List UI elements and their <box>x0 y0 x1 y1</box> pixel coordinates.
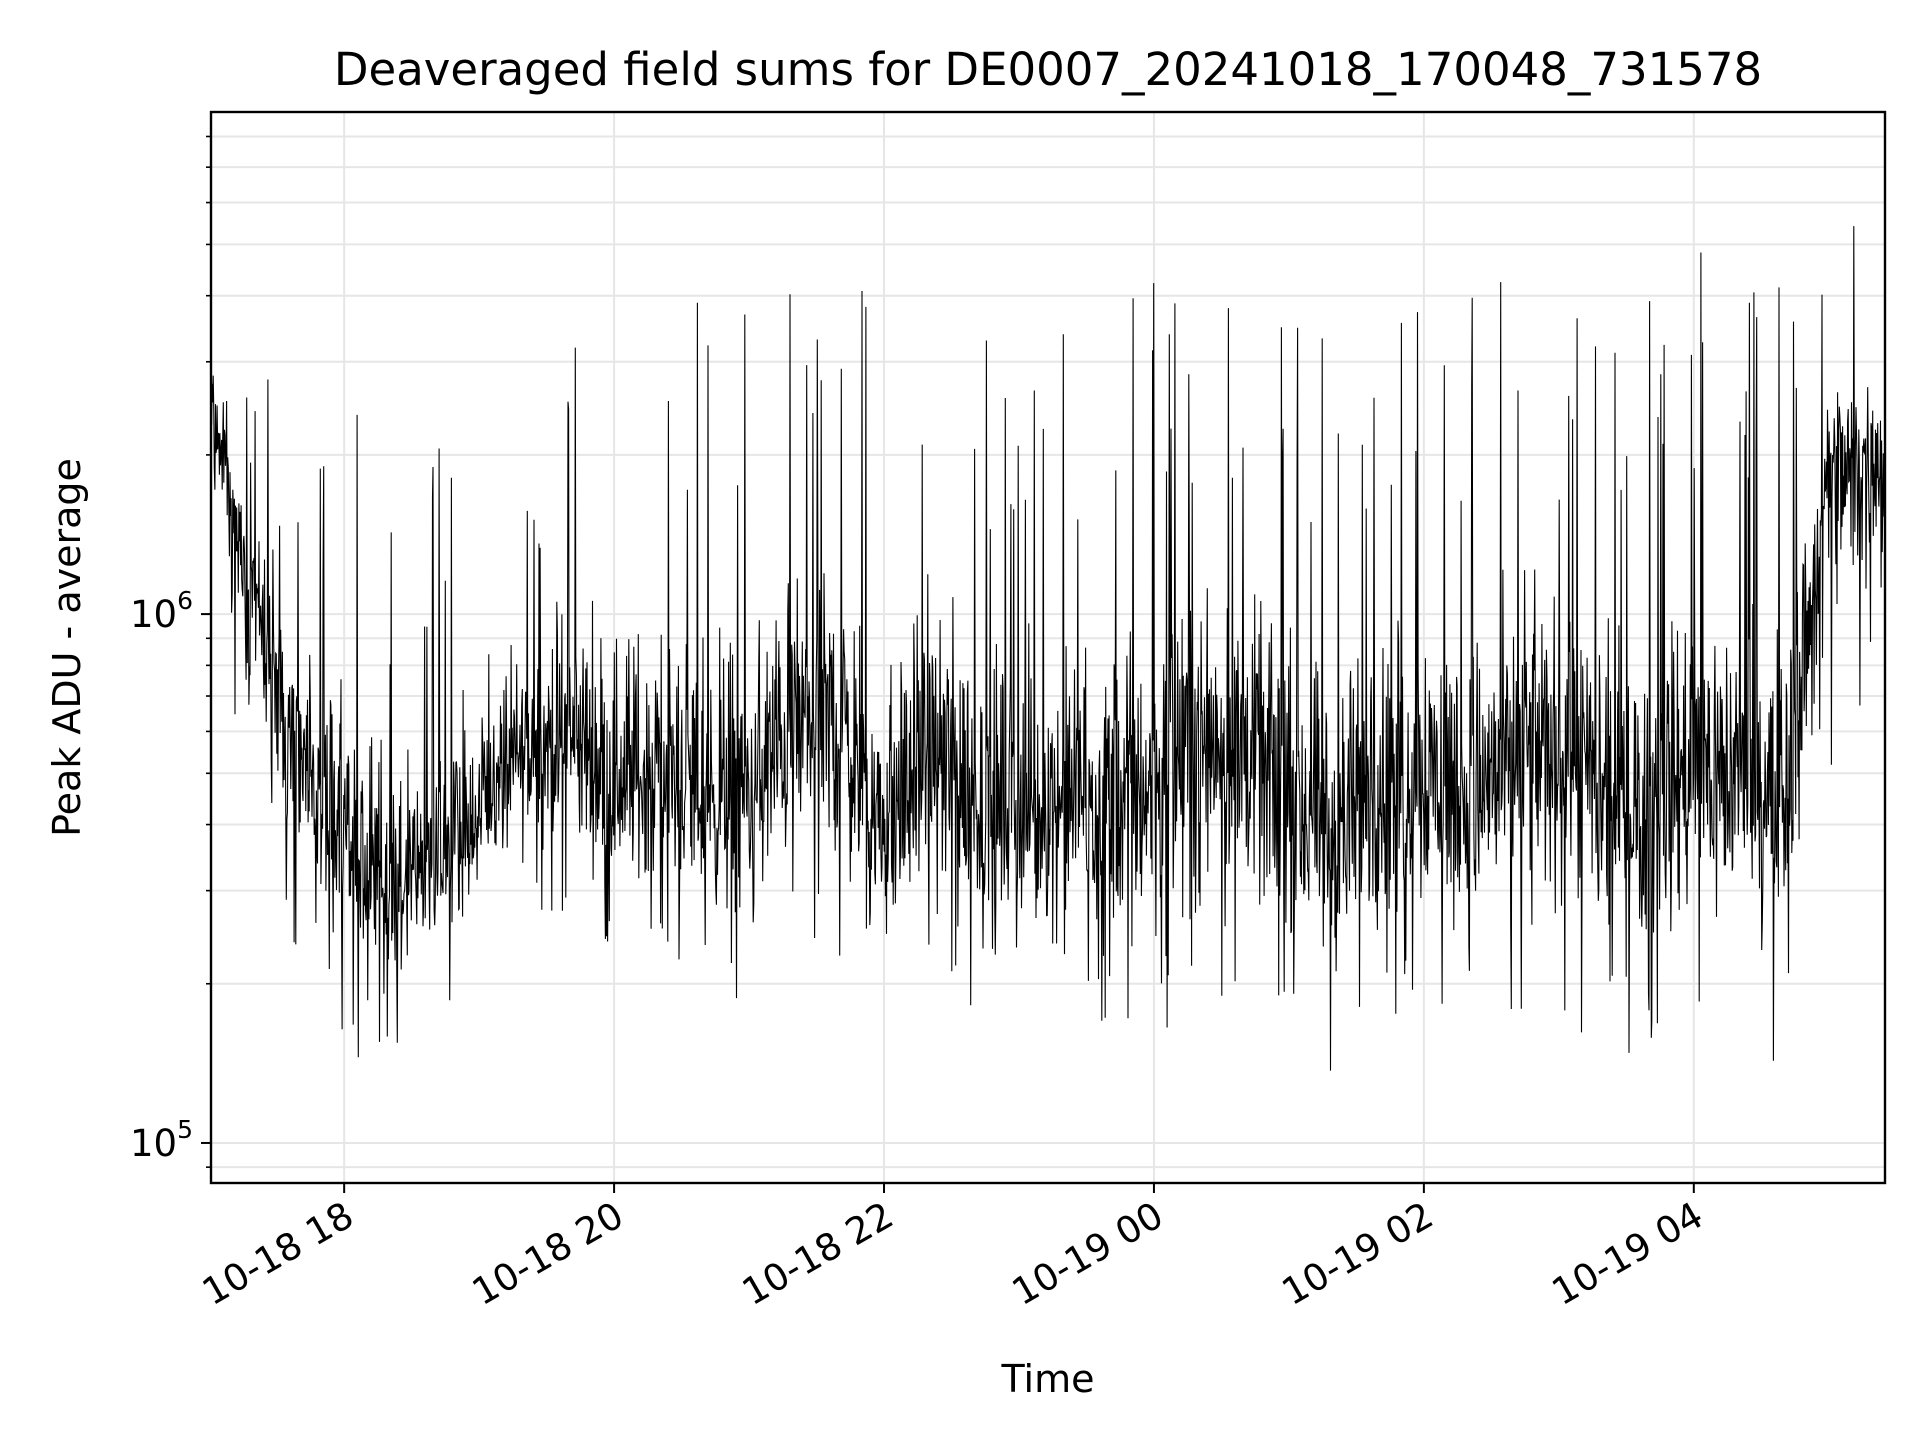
y-axis-label: Peak ADU - average <box>45 458 89 837</box>
y-tick-label: 105 <box>130 1115 193 1165</box>
x-axis-label: Time <box>1001 1357 1095 1401</box>
chart-title: Deaveraged field sums for DE0007_2024101… <box>334 43 1762 96</box>
y-tick-label: 106 <box>130 586 193 636</box>
data-series <box>210 226 1885 1071</box>
data-line <box>210 226 1885 1071</box>
plot-frame <box>209 110 1887 1185</box>
